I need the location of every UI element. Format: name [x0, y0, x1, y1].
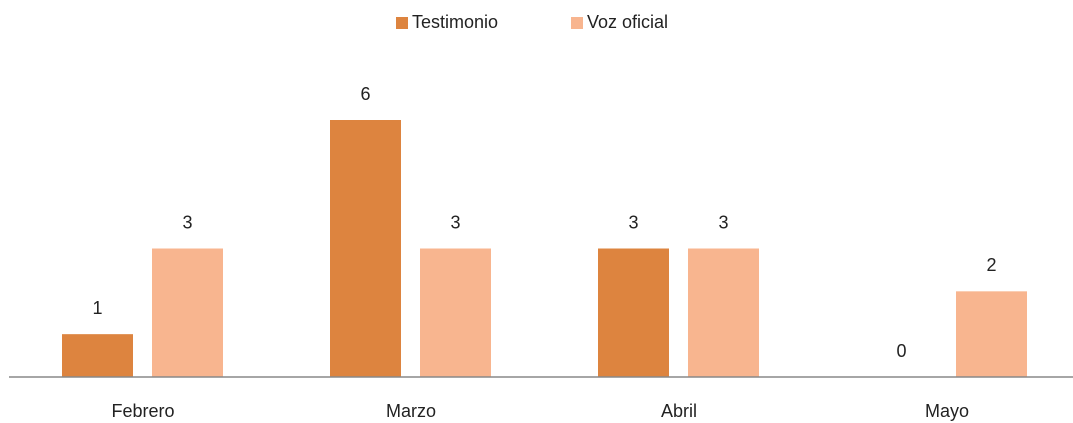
legend-label: Testimonio — [412, 12, 498, 32]
data-label: 2 — [986, 255, 996, 275]
x-tick-label: Marzo — [386, 401, 436, 421]
bar — [598, 248, 669, 377]
bar — [956, 291, 1027, 377]
legend-swatch — [571, 17, 583, 29]
x-tick-label: Mayo — [925, 401, 969, 421]
bar — [152, 248, 223, 377]
data-label: 3 — [628, 212, 638, 232]
legend-swatch — [396, 17, 408, 29]
bar — [330, 120, 401, 377]
x-tick-label: Febrero — [111, 401, 174, 421]
data-label: 3 — [718, 212, 728, 232]
x-tick-label: Abril — [661, 401, 697, 421]
legend-label: Voz oficial — [587, 12, 668, 32]
data-label: 1 — [92, 298, 102, 318]
bar — [420, 248, 491, 377]
data-label: 3 — [182, 212, 192, 232]
data-label: 0 — [896, 341, 906, 361]
data-label: 6 — [360, 84, 370, 104]
bar — [62, 334, 133, 377]
bar — [688, 248, 759, 377]
data-label: 3 — [450, 212, 460, 232]
